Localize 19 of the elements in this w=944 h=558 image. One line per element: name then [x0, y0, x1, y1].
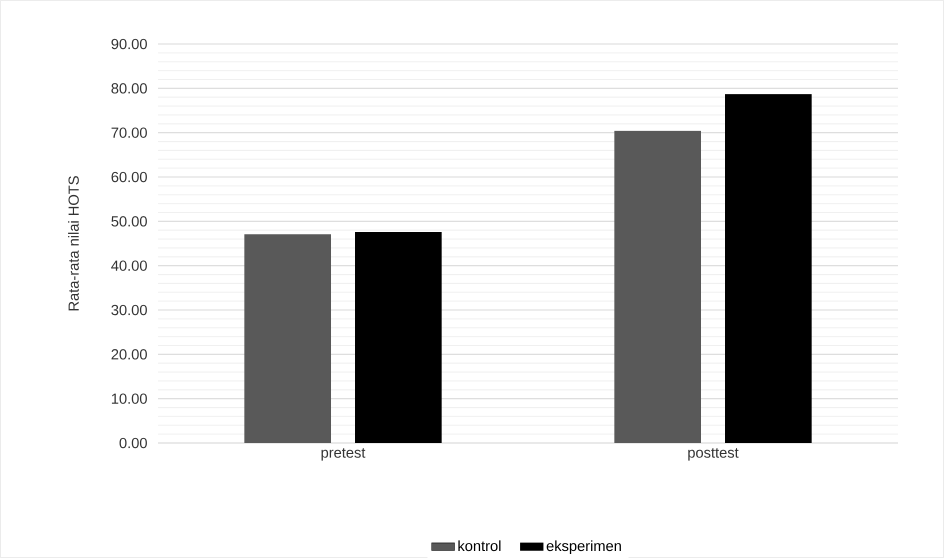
legend-label: kontrol	[458, 540, 500, 551]
y-axis-title: Rata-rata nilai HOTS	[68, 176, 79, 310]
bar	[614, 130, 702, 443]
y-tick-label: 70.00	[112, 127, 147, 138]
y-tick-label: 90.00	[112, 38, 147, 49]
bar	[244, 234, 332, 443]
x-tick-label: posttest	[688, 448, 739, 460]
bar	[725, 94, 812, 443]
y-tick-label: 80.00	[111, 82, 147, 94]
x-tick-label: pretest	[322, 448, 366, 460]
y-tick-label: 20.00	[112, 348, 147, 360]
y-tick-label: 40.00	[111, 260, 147, 271]
y-tick-label: 10.00	[112, 393, 147, 404]
y-tick-label: 30.00	[111, 304, 147, 315]
y-tick-label: 60.00	[112, 172, 147, 182]
y-tick-label: 50.00	[111, 216, 147, 226]
y-tick-label: 0.00	[120, 438, 147, 448]
bar	[355, 232, 442, 443]
legend-label: eksperimen	[546, 540, 621, 554]
